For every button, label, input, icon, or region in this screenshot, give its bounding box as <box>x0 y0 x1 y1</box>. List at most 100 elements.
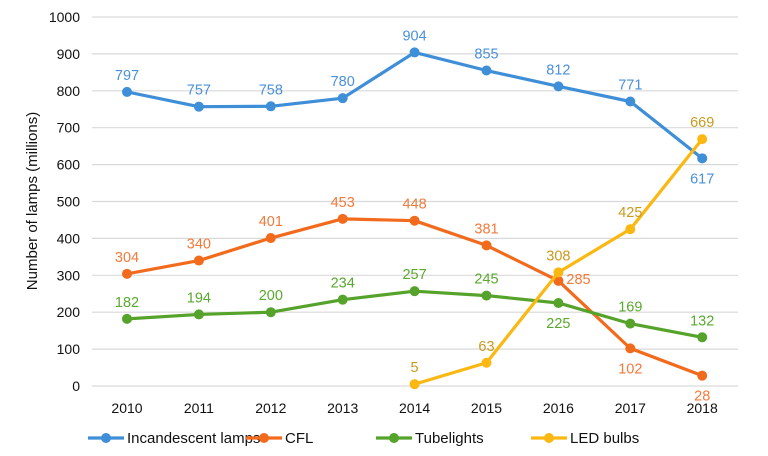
data-label: 855 <box>474 47 498 63</box>
data-label: 771 <box>618 78 642 94</box>
data-label: 245 <box>474 272 498 288</box>
data-label: 182 <box>115 295 139 311</box>
data-point <box>409 215 420 226</box>
x-tick-label: 2013 <box>327 400 358 416</box>
legend-label: Incandescent lamps <box>127 430 260 447</box>
data-point <box>697 332 708 343</box>
data-label: 63 <box>478 339 494 355</box>
data-point <box>553 81 564 92</box>
data-point <box>625 318 636 329</box>
y-tick-label: 400 <box>57 230 81 246</box>
data-point <box>122 268 132 279</box>
x-tick-label: 2012 <box>255 400 286 416</box>
data-label: 225 <box>546 316 570 332</box>
data-point <box>122 313 132 324</box>
legend-point-marker <box>389 433 399 443</box>
legend-label: Tubelights <box>415 430 484 447</box>
data-point <box>337 294 348 305</box>
data-point <box>625 343 636 354</box>
data-point <box>122 86 132 97</box>
data-label: 757 <box>187 83 211 99</box>
data-label: 285 <box>566 272 590 288</box>
data-label: 102 <box>618 361 642 377</box>
data-point <box>409 47 420 58</box>
y-tick-label: 1000 <box>49 9 80 25</box>
data-point <box>481 290 492 301</box>
data-label: 780 <box>331 74 355 90</box>
data-label: 194 <box>187 290 211 306</box>
data-label: 453 <box>331 195 355 211</box>
data-label: 257 <box>402 267 426 283</box>
y-tick-label: 700 <box>57 120 81 136</box>
x-tick-label: 2016 <box>543 400 574 416</box>
data-label: 381 <box>474 221 498 237</box>
data-label: 200 <box>259 288 283 304</box>
data-label: 304 <box>115 250 139 266</box>
data-point <box>697 370 708 381</box>
data-label: 234 <box>331 276 355 292</box>
legend-label: LED bulbs <box>570 430 639 447</box>
y-tick-label: 300 <box>57 267 81 283</box>
data-point <box>553 267 564 278</box>
data-point <box>265 101 276 112</box>
series-lines <box>122 47 708 390</box>
legend-point-marker <box>259 433 269 443</box>
y-tick-label: 600 <box>57 157 81 173</box>
data-point <box>265 233 276 244</box>
y-tick-label: 500 <box>57 194 81 210</box>
y-tick-labels: 0 100 200 300 400 500 600 700 800 900 1000 <box>49 9 80 394</box>
x-tick-labels: 2010 2011 2012 2013 2014 2015 2016 2017 2018 <box>111 400 718 416</box>
data-point <box>481 65 492 76</box>
legend-label: CFL <box>285 430 313 447</box>
y-tick-label: 0 <box>72 378 80 394</box>
x-tick-label: 2017 <box>615 400 646 416</box>
data-point <box>553 297 564 308</box>
data-point <box>625 96 636 107</box>
y-tick-label: 900 <box>57 46 81 62</box>
data-point <box>625 224 636 235</box>
data-label: 669 <box>690 115 714 131</box>
data-label: 132 <box>690 313 714 329</box>
data-label: 758 <box>259 82 283 98</box>
data-label: 904 <box>402 28 426 44</box>
y-tick-label: 800 <box>57 83 81 99</box>
y-tick-label: 100 <box>57 341 81 357</box>
data-label: 425 <box>618 205 642 221</box>
data-point <box>697 153 708 164</box>
data-point <box>409 379 420 390</box>
y-axis-label: Number of lamps (millions) <box>24 112 41 290</box>
data-point <box>481 240 492 251</box>
data-point <box>193 101 204 112</box>
data-label: 448 <box>402 197 426 213</box>
data-label: 340 <box>187 237 211 253</box>
data-point <box>409 286 420 297</box>
data-label: 797 <box>115 68 139 84</box>
data-label: 617 <box>690 171 714 187</box>
data-label: 28 <box>694 389 710 405</box>
y-tick-label: 200 <box>57 304 81 320</box>
data-label: 169 <box>618 300 642 316</box>
data-label: 308 <box>546 248 570 264</box>
data-labels: 797 757 758 780 904 855 812 771 617 304 340 401 453 4… <box>115 28 714 404</box>
data-point <box>265 307 276 318</box>
data-point <box>337 213 348 224</box>
legend: Incandescent lamps CFL Tubelights LED bulbs <box>88 430 639 447</box>
legend-point-marker <box>101 433 111 443</box>
data-point <box>193 309 204 320</box>
x-tick-label: 2015 <box>471 400 502 416</box>
data-point <box>337 93 348 104</box>
data-point <box>697 134 708 145</box>
x-tick-label: 2011 <box>184 400 214 416</box>
data-label: 401 <box>259 214 283 230</box>
x-tick-label: 2018 <box>687 400 718 416</box>
x-tick-label: 2010 <box>111 400 142 416</box>
data-label: 5 <box>411 360 419 376</box>
legend-point-marker <box>544 433 554 443</box>
data-label: 812 <box>546 62 570 78</box>
data-point <box>481 357 492 368</box>
data-point <box>193 255 204 266</box>
data-point <box>553 275 564 286</box>
x-tick-label: 2014 <box>399 400 430 416</box>
